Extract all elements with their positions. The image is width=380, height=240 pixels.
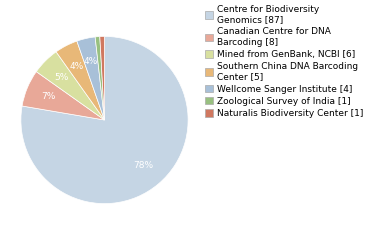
Wedge shape	[36, 52, 105, 120]
Wedge shape	[95, 36, 105, 120]
Legend: Centre for Biodiversity
Genomics [87], Canadian Centre for DNA
Barcoding [8], Mi: Centre for Biodiversity Genomics [87], C…	[205, 5, 363, 118]
Wedge shape	[56, 41, 104, 120]
Text: 5%: 5%	[55, 73, 69, 82]
Wedge shape	[77, 37, 104, 120]
Text: 7%: 7%	[42, 92, 56, 102]
Wedge shape	[21, 36, 188, 204]
Wedge shape	[100, 36, 104, 120]
Text: 4%: 4%	[70, 62, 84, 71]
Wedge shape	[22, 72, 105, 120]
Text: 78%: 78%	[133, 162, 154, 170]
Text: 4%: 4%	[84, 57, 98, 66]
